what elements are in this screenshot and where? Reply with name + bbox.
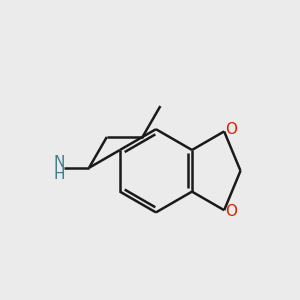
Text: O: O [226,122,238,137]
Text: O: O [226,204,238,219]
Text: N: N [54,155,65,170]
Text: H: H [53,167,65,182]
